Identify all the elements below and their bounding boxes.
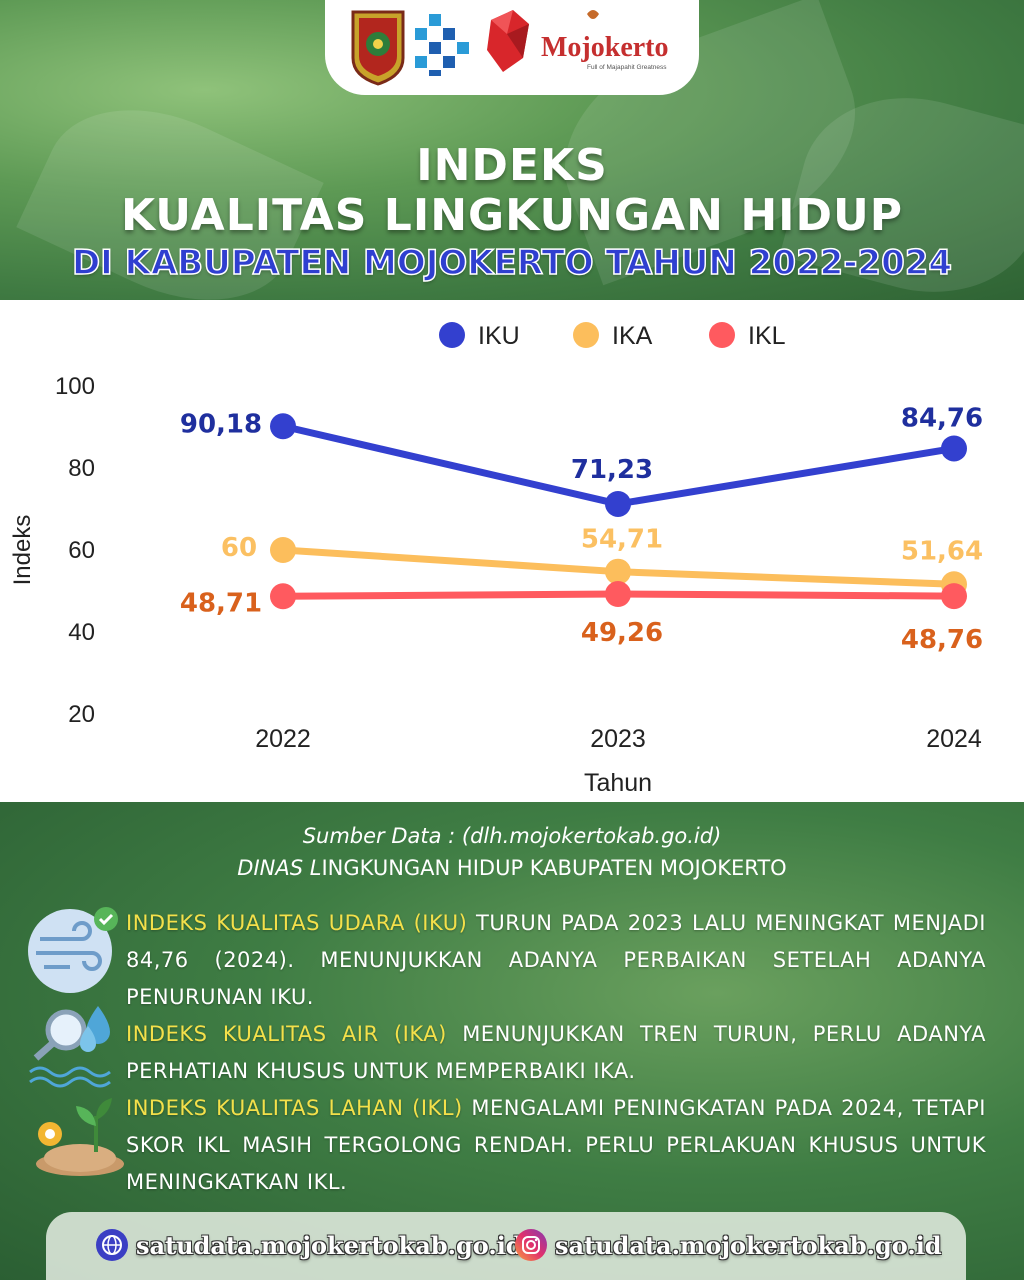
data-label-iku: 90,18 (180, 409, 262, 439)
note-ikl: INDEKS KUALITAS LAHAN (IKL) MENGALAMI PE… (126, 1090, 986, 1201)
data-label-ika: 54,71 (581, 525, 663, 555)
line-chart: 100 80 60 40 20 2022 2023 2024 Tahun Indeks IKU IKA… (9, 322, 983, 797)
footer-website-link[interactable]: satudata.mojokertokab.go.id (96, 1228, 523, 1262)
globe-icon (96, 1229, 128, 1261)
title-line-2: KUALITAS LINGKUNGAN HIDUP (120, 190, 904, 241)
legend-label-ika: IKA (612, 322, 653, 350)
data-point-ika (270, 537, 296, 563)
y-tick-label: 20 (68, 701, 95, 728)
note-ikl-text: MENGALAMI PENINGKATAN PADA 2024, TETAPI … (126, 1096, 986, 1194)
note-ika-highlight: INDEKS KUALITAS AIR (IKA) (126, 1022, 447, 1046)
y-tick-label: 40 (68, 619, 95, 646)
x-tick-label: 2024 (926, 725, 982, 753)
footer-bar (46, 1212, 966, 1280)
logo-bar: Mojokerto Full of Majapahit Greatness (325, 0, 699, 95)
note-ika: INDEKS KUALITAS AIR (IKA) MENUNJUKKAN TR… (126, 1016, 986, 1090)
data-point-iku (270, 413, 296, 440)
data-point-ika (605, 558, 631, 585)
note-ikl-highlight: INDEKS KUALITAS LAHAN (IKL) (126, 1096, 463, 1120)
water-drop-magnifier-icon (29, 1006, 111, 1088)
brand-tagline: Full of Majapahit Greatness (587, 64, 667, 71)
legend-label-iku: IKU (478, 322, 520, 350)
chart-panel: 100 80 60 40 20 2022 2023 2024 Tahun Indeks IKU IKA… (0, 300, 1024, 802)
notes-background (0, 802, 1024, 1280)
title-line-1: INDEKS (416, 140, 608, 191)
logos-group: Mojokerto Full of Majapahit Greatness (351, 10, 669, 86)
source-line-2: DINAS LINGKUNGAN HIDUP KABUPATEN MOJOKER… (0, 856, 1024, 880)
data-label-iku: 84,76 (901, 403, 983, 433)
mojokerto-brand-logo: Mojokerto Full of Majapahit Greatness (541, 10, 669, 71)
x-tick-label: 2023 (590, 725, 646, 753)
data-point-ikl (270, 583, 296, 610)
data-label-ikl: 49,26 (581, 618, 663, 648)
y-tick-label: 80 (68, 455, 95, 482)
data-label-ikl: 48,71 (180, 588, 262, 618)
source-line-1: Sumber Data : (dlh.mojokertokab.go.id) (302, 824, 722, 848)
data-point-iku (605, 490, 631, 517)
red-gem-logo (487, 10, 529, 72)
legend-label-ikl: IKL (748, 322, 786, 350)
legend-marker-ika (573, 322, 599, 348)
data-point-ikl (941, 583, 967, 610)
x-tick-label: 2022 (255, 725, 311, 753)
note-iku: INDEKS KUALITAS UDARA (IKU) TURUN PADA 2… (126, 905, 986, 1016)
note-iku-highlight: INDEKS KUALITAS UDARA (IKU) (126, 911, 468, 935)
data-label-ika: 51,64 (901, 536, 983, 566)
title-line-3: DI KABUPATEN MOJOKERTO TAHUN 2022-2024 (71, 242, 953, 284)
note-ika-text: MENUNJUKKAN TREN TURUN, PERLU ADANYA PER… (126, 1022, 986, 1083)
y-axis-title: Indeks (9, 515, 36, 586)
satudata-logo (415, 14, 469, 76)
x-axis-title: Tahun (584, 769, 652, 797)
footer-instagram-text: satudata.mojokertokab.go.id (555, 1230, 942, 1260)
air-wind-icon (28, 907, 118, 993)
data-label-ikl: 48,76 (901, 625, 983, 655)
legend-marker-iku (439, 322, 465, 348)
data-label-ika: 60 (221, 533, 257, 563)
source-rest: INGKUNGAN HIDUP KABUPATEN MOJOKERTO (321, 856, 787, 880)
data-point-iku (941, 435, 967, 462)
data-label-iku: 71,23 (571, 455, 653, 485)
data-point-ikl (605, 581, 631, 608)
instagram-icon (515, 1229, 547, 1261)
legend-marker-ikl (709, 322, 735, 348)
note-iku-text: TURUN PADA 2023 LALU MENINGKAT MENJADI 8… (126, 911, 986, 1009)
y-tick-label: 100 (55, 373, 95, 400)
kabupaten-mojokerto-emblem (351, 10, 405, 86)
footer-instagram-link[interactable]: satudata.mojokertokab.go.id (515, 1228, 942, 1262)
soil-sprout-icon (36, 1098, 124, 1176)
footer-website-text: satudata.mojokertokab.go.id (136, 1230, 523, 1260)
source-italic: DINAS L (237, 856, 322, 880)
y-tick-label: 60 (68, 537, 95, 564)
brand-text: Mojokerto (541, 32, 669, 63)
